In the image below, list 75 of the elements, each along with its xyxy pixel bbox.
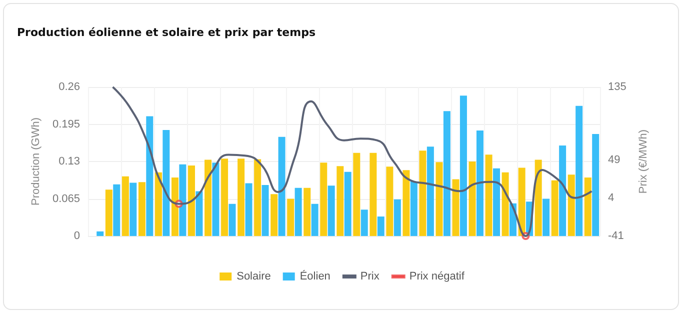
bar [204, 160, 212, 236]
bar [270, 194, 278, 236]
bar [287, 198, 294, 236]
bar [502, 172, 509, 236]
y-tick-label: 0.26 [58, 81, 80, 93]
bar [394, 199, 401, 236]
y2-axis-title: Prix (€/MWh) [638, 129, 650, 194]
bar [518, 168, 526, 236]
bar [320, 162, 328, 236]
bar [370, 152, 377, 236]
bar [419, 150, 426, 236]
bar [476, 130, 484, 236]
y-axis-title: Production (GWh) [30, 117, 42, 206]
bar [221, 158, 228, 236]
bar [328, 186, 335, 236]
bar [468, 162, 476, 236]
bar [96, 231, 104, 236]
y-tick-label: 0.195 [52, 118, 80, 130]
y2-tick-label: -41 [608, 230, 624, 242]
bar [402, 170, 410, 236]
y-tick-label: 0 [74, 230, 80, 242]
bar [386, 166, 394, 236]
y-tick-label: 0.13 [58, 156, 80, 168]
bar [238, 158, 245, 236]
bar [534, 160, 542, 236]
y2-tick-label: 4 [608, 192, 614, 204]
legend-label: Éolien [300, 270, 330, 282]
bar [311, 204, 318, 236]
bar [212, 162, 220, 236]
bar [426, 146, 434, 236]
bar [559, 145, 566, 236]
bar [410, 182, 418, 236]
bar [436, 162, 443, 236]
bar [485, 154, 492, 236]
bar [278, 136, 286, 236]
bar [576, 106, 583, 236]
bar [452, 179, 460, 236]
bar [146, 116, 154, 236]
bar [344, 172, 352, 236]
bar [254, 159, 262, 236]
bar [262, 184, 269, 236]
legend-label: Prix négatif [409, 270, 466, 282]
bar [130, 182, 137, 236]
chart-title: Production éolienne et solaire et prix par temps [17, 26, 316, 39]
bar [353, 152, 360, 236]
bar [492, 168, 500, 236]
bar [162, 130, 170, 236]
bar [443, 111, 450, 236]
y2-tick-label: 49 [608, 154, 620, 166]
legend-label: Solaire [236, 270, 271, 282]
bar [179, 164, 186, 236]
y-tick-label: 0.065 [52, 192, 80, 205]
bar [196, 191, 203, 236]
bar [171, 178, 178, 236]
bar [105, 190, 112, 236]
bar [377, 216, 384, 236]
legend-label: Prix [360, 270, 380, 282]
bar [542, 198, 550, 236]
bar [551, 180, 558, 236]
bar [245, 183, 252, 236]
bar [460, 96, 467, 236]
bar [592, 134, 600, 236]
bar [138, 182, 146, 236]
bar [584, 178, 592, 236]
bar [154, 172, 162, 236]
bar [188, 166, 196, 236]
bar [122, 176, 129, 236]
bar [568, 174, 575, 236]
bar [294, 188, 302, 236]
bar [360, 210, 368, 236]
bar [228, 204, 236, 236]
bar [336, 166, 344, 236]
y2-tick-label: 135 [608, 81, 626, 93]
bar [304, 188, 311, 236]
bar [113, 184, 120, 236]
